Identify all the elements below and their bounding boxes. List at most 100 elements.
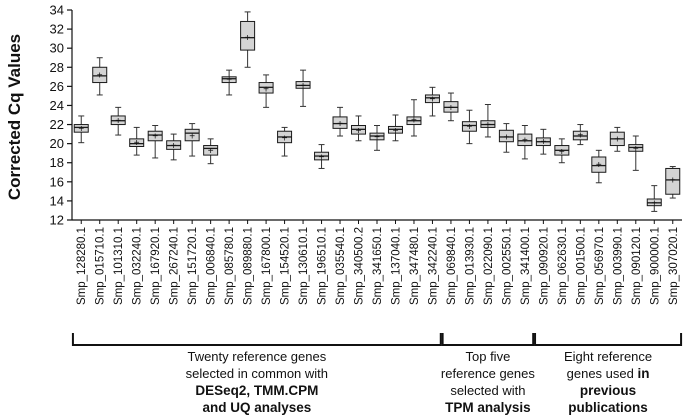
box-smp-342240-1: + — [424, 86, 440, 117]
group-label-text: selected with — [450, 383, 525, 398]
group-1: Twenty reference genes selected in common… — [71, 333, 442, 415]
box-mean-marker: + — [300, 81, 306, 92]
x-tick-label: Smp_130610.1 — [298, 227, 310, 305]
group-label-bold: DESeq2, TMM.CPM — [195, 383, 318, 398]
x-tick-label: Smp_340500.2 — [354, 227, 366, 305]
box-mean-marker: + — [97, 70, 103, 81]
y-axis: 12 14 16 18 20 22 24 26 28 30 32 34 — [50, 3, 73, 228]
y-tick-label: 16 — [50, 174, 64, 189]
group-label-bold: TPM analysis — [445, 400, 531, 415]
box-smp-154520-1: + — [277, 126, 293, 157]
box-mean-marker: + — [448, 103, 454, 114]
x-tick-label: Smp_167920.1 — [150, 227, 162, 305]
box-mean-marker: + — [337, 119, 343, 130]
box-mean-marker: + — [633, 144, 639, 155]
boxes-layer: + + + + + + + + + + + + + + + + + + + + + + + + + + + + + + + + + — [73, 11, 681, 212]
x-tick-label: Smp_347480.1 — [409, 227, 421, 305]
x-tick-label: Smp_032240.1 — [132, 227, 144, 305]
group-label-text: Twenty reference genes — [187, 349, 326, 364]
group-label-text: selected in common with — [186, 366, 328, 381]
box-mean-marker: + — [467, 122, 473, 133]
box-smp-347480-1: + — [406, 99, 422, 137]
box-mean-marker: + — [374, 132, 380, 143]
group-label-text: Top five — [466, 349, 511, 364]
y-tick-label: 30 — [50, 41, 64, 56]
box-smp-002550-1: + — [498, 123, 514, 153]
group-label-line: Top five — [466, 349, 511, 364]
group-label-bold: publications — [568, 400, 648, 415]
box-smp-167920-1: + — [147, 125, 163, 159]
box-smp-341650-1: + — [369, 125, 385, 151]
x-tick-label: Smp_001500.1 — [575, 227, 587, 305]
box-mean-marker: + — [596, 160, 602, 171]
x-tick-label: Smp_090120.1 — [631, 227, 643, 305]
x-tick-label: Smp_056970.1 — [594, 227, 606, 305]
box-mean-marker: + — [503, 132, 509, 143]
box-mean-marker: + — [189, 132, 195, 143]
box-iqr — [240, 20, 256, 51]
box-iqr — [147, 130, 163, 142]
group-label-line: selected in common with — [186, 366, 328, 381]
box-iqr — [332, 116, 348, 129]
box-mean-marker: + — [115, 116, 121, 127]
group-label-bold: and UQ analyses — [202, 400, 311, 415]
box-mean-marker: + — [522, 135, 528, 146]
x-tick-label: Smp_085780.1 — [224, 227, 236, 305]
box-mean-marker: + — [263, 85, 269, 96]
box-smp-307020-1: + — [665, 166, 681, 199]
box-smp-032240-1: + — [129, 126, 145, 156]
y-axis-title: Corrected Cq Values — [5, 34, 24, 200]
box-iqr — [92, 66, 108, 84]
y-tick-label: 26 — [50, 79, 64, 94]
group-label-text: genes used — [567, 366, 638, 381]
box-smp-062630-1: + — [554, 138, 570, 164]
box-smp-069840-1: + — [443, 92, 459, 122]
x-tick-label: Smp_307020.1 — [668, 227, 680, 305]
x-tick-label: Smp_101310.1 — [113, 227, 125, 305]
group-label-line: Twenty reference genes — [187, 349, 326, 364]
box-iqr — [591, 156, 607, 173]
box-mean-marker: + — [540, 137, 546, 148]
box-iqr — [184, 128, 200, 142]
box-iqr — [461, 121, 477, 132]
box-mean-marker: + — [670, 175, 676, 186]
y-tick-label: 20 — [50, 136, 64, 151]
box-iqr — [517, 133, 533, 147]
y-tick-label: 18 — [50, 155, 64, 170]
box-mean-marker: + — [430, 94, 436, 105]
box-mean-marker: + — [78, 124, 84, 135]
box-smp-900000-1: + — [646, 185, 662, 212]
group-label-line: reference genes — [441, 366, 535, 381]
box-smp-001500-1: + — [572, 124, 588, 146]
y-tick-label: 32 — [50, 22, 64, 37]
box-mean-marker: + — [134, 138, 140, 149]
x-tick-label: Smp_196510.1 — [317, 227, 329, 305]
x-tick-label: Smp_022090.1 — [483, 227, 495, 305]
box-smp-167800-1: + — [258, 74, 274, 108]
box-iqr — [129, 138, 145, 147]
box-smp-035540-1: + — [332, 106, 348, 137]
x-tick-label: Smp_013930.1 — [464, 227, 476, 305]
box-mean-marker: + — [559, 147, 565, 158]
group-label-line: and UQ analyses — [202, 400, 311, 415]
box-smp-137040-1: + — [387, 114, 403, 142]
x-tick-label: Smp_002550.1 — [501, 227, 513, 305]
box-smp-267240-1: + — [166, 133, 182, 161]
box-mean-marker: + — [485, 120, 491, 131]
box-mean-marker: + — [411, 115, 417, 126]
box-smp-003990-1: + — [609, 126, 625, 152]
x-tick-label: Smp_003990.1 — [612, 227, 624, 305]
box-mean-marker: + — [651, 198, 657, 209]
group-label-line: TPM analysis — [445, 400, 531, 415]
box-smp-196510-1: + — [314, 144, 330, 169]
group-label-line: Eight reference — [564, 349, 652, 364]
box-mean-marker: + — [282, 133, 288, 144]
box-smp-130610-1: + — [295, 69, 311, 107]
box-smp-128280-1: + — [73, 115, 89, 144]
x-tick-label: Smp_167800.1 — [261, 227, 273, 305]
box-mean-marker: + — [152, 132, 158, 143]
box-iqr — [203, 145, 219, 156]
x-tick-label: Smp_035540.1 — [335, 227, 347, 305]
